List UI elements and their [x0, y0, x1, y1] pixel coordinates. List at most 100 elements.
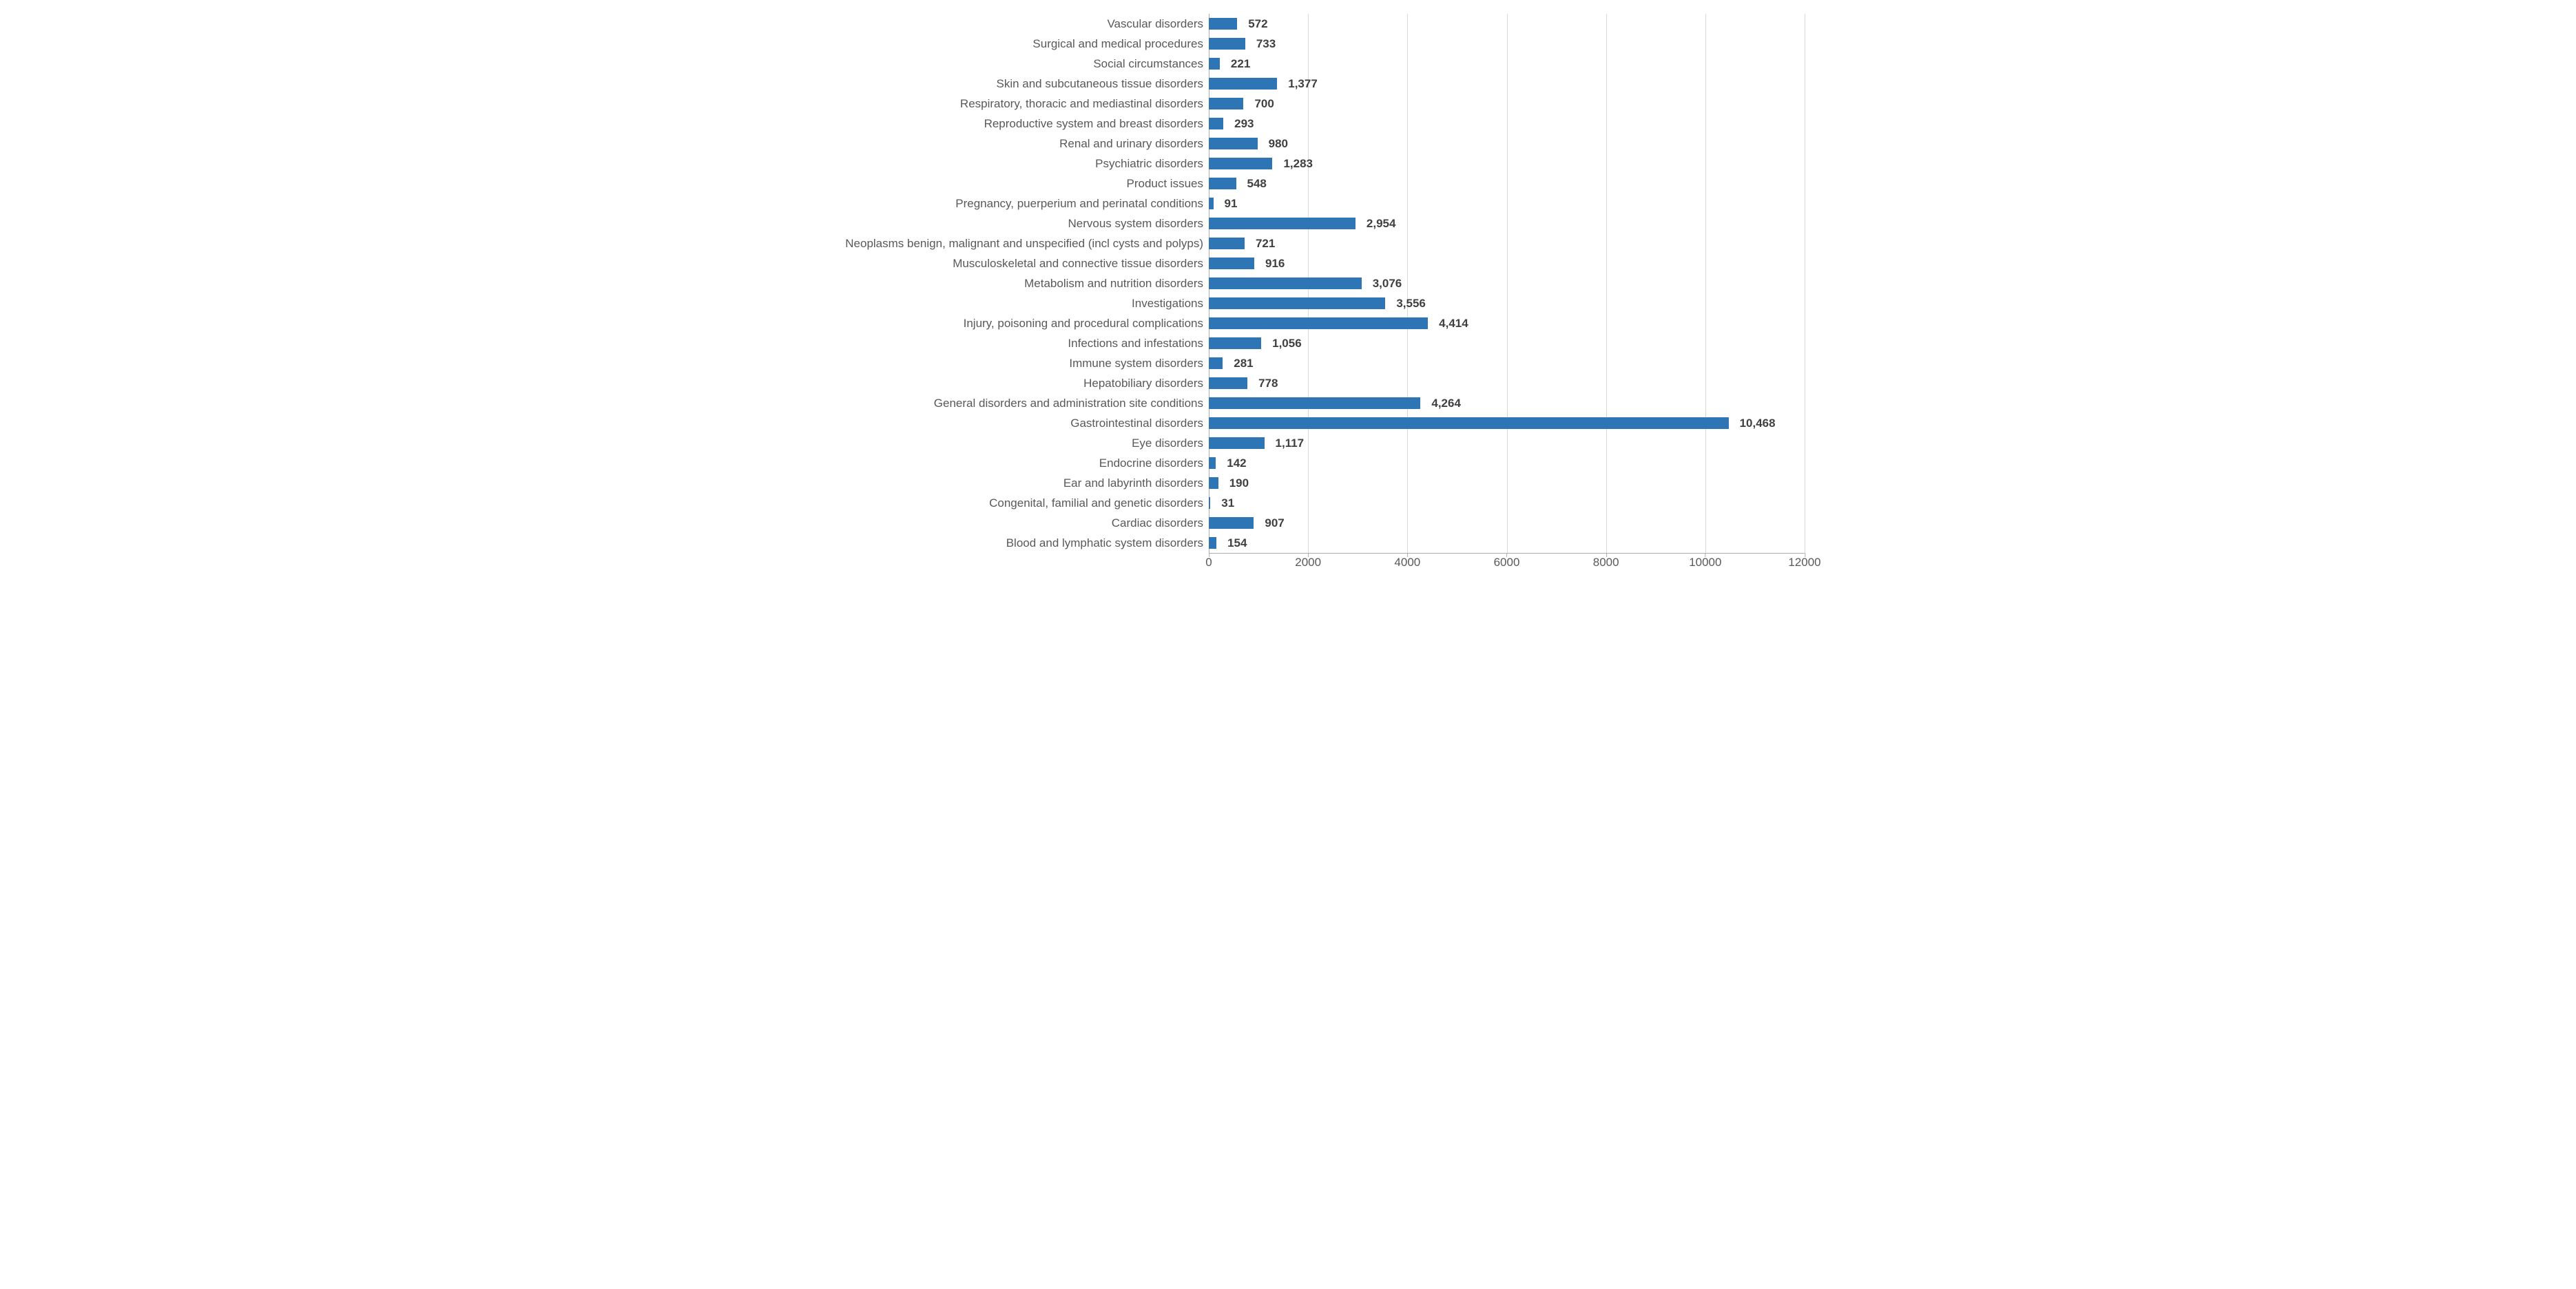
bar	[1209, 377, 1247, 389]
value-label: 3,076	[1373, 277, 1402, 291]
category-label: Congenital, familial and genetic disorde…	[771, 496, 1209, 510]
bar-row: Investigations 3,556	[771, 293, 1805, 313]
value-label: 154	[1227, 536, 1247, 550]
bar-track: 142	[1209, 453, 1805, 473]
x-tick-label: 6000	[1494, 556, 1520, 569]
value-label: 700	[1254, 97, 1274, 111]
bar-row: Product issues 548	[771, 174, 1805, 193]
x-tick-mark	[1308, 553, 1309, 557]
category-label: Gastrointestinal disorders	[771, 417, 1209, 430]
value-label: 907	[1265, 516, 1284, 530]
x-tick-mark	[1705, 553, 1706, 557]
bar-row: Congenital, familial and genetic disorde…	[771, 493, 1805, 513]
x-tick-label: 10000	[1689, 556, 1721, 569]
bar	[1209, 138, 1258, 149]
bar	[1209, 297, 1385, 309]
value-label: 3,556	[1396, 297, 1426, 311]
value-label: 980	[1269, 137, 1288, 151]
bar-track: 293	[1209, 114, 1805, 134]
bar	[1209, 317, 1428, 329]
bar-track: 733	[1209, 34, 1805, 54]
bar-track: 548	[1209, 174, 1805, 193]
bar-row: Surgical and medical procedures733	[771, 34, 1805, 54]
value-label: 4,414	[1439, 317, 1468, 331]
category-label: Hepatobiliary disorders	[771, 377, 1209, 390]
bar	[1209, 258, 1254, 269]
bar-row: Nervous system disorders 2,954	[771, 213, 1805, 233]
category-label: Metabolism and nutrition disorders	[771, 277, 1209, 291]
bar	[1209, 18, 1237, 30]
bar-row: Social circumstances221	[771, 54, 1805, 74]
value-label: 281	[1234, 357, 1253, 370]
category-label: Product issues	[771, 177, 1209, 191]
category-label: Surgical and medical procedures	[771, 37, 1209, 51]
bar-track: 281	[1209, 353, 1805, 373]
category-label: Blood and lymphatic system disorders	[771, 536, 1209, 550]
bar	[1209, 178, 1236, 189]
category-label: Renal and urinary disorders	[771, 137, 1209, 151]
value-label: 548	[1247, 177, 1267, 191]
bar-track: 721	[1209, 233, 1805, 253]
plot-area: Vascular disorders 572 Surgical and medica…	[771, 14, 1805, 553]
bar-track: 4,264	[1209, 393, 1805, 413]
value-label: 31	[1221, 496, 1234, 510]
bar-row: Skin and subcutaneous tissue disorders 1,…	[771, 74, 1805, 94]
category-label: Reproductive system and breast disorders	[771, 117, 1209, 131]
category-label: Endocrine disorders	[771, 457, 1209, 470]
bar-row: Eye disorders1,117	[771, 433, 1805, 453]
bar-track: 3,076	[1209, 273, 1805, 293]
bar	[1209, 417, 1729, 429]
hbar-chart: Vascular disorders 572 Surgical and medica…	[771, 14, 1805, 574]
bar-row: Psychiatric disorders 1,283	[771, 154, 1805, 174]
category-label: Vascular disorders	[771, 17, 1209, 31]
x-tick-label: 12000	[1788, 556, 1820, 569]
bar	[1209, 357, 1223, 369]
bar-row: Endocrine disorders142	[771, 453, 1805, 473]
category-label: Social circumstances	[771, 57, 1209, 71]
value-label: 293	[1234, 117, 1254, 131]
bar	[1209, 38, 1245, 50]
bar	[1209, 497, 1210, 509]
value-label: 1,283	[1283, 157, 1313, 171]
value-label: 10,468	[1740, 417, 1776, 430]
bar-rows: Vascular disorders 572 Surgical and medica…	[771, 14, 1805, 553]
bar	[1209, 78, 1277, 90]
category-label: Neoplasms benign, malignant and unspecif…	[771, 237, 1209, 251]
bar-row: Blood and lymphatic system disorders 154	[771, 533, 1805, 553]
value-label: 1,377	[1288, 77, 1318, 91]
bar-track: 980	[1209, 134, 1805, 154]
bar-track: 1,283	[1209, 154, 1805, 174]
value-label: 721	[1256, 237, 1275, 251]
category-label: Immune system disorders	[771, 357, 1209, 370]
bar-row: Respiratory, thoracic and mediastinal di…	[771, 94, 1805, 114]
category-label: Pregnancy, puerperium and perinatal cond…	[771, 197, 1209, 211]
bar-row: Gastrointestinal disorders 10,468	[771, 413, 1805, 433]
category-label: Investigations	[771, 297, 1209, 311]
bar	[1209, 397, 1420, 409]
category-label: Infections and infestations	[771, 337, 1209, 350]
bar	[1209, 277, 1362, 289]
category-label: General disorders and administration sit…	[771, 397, 1209, 410]
bar-track: 1,117	[1209, 433, 1805, 453]
value-label: 1,056	[1272, 337, 1302, 350]
x-tick-label: 0	[1205, 556, 1212, 569]
bar	[1209, 58, 1220, 70]
bar-track: 700	[1209, 94, 1805, 114]
bar-track: 778	[1209, 373, 1805, 393]
bar-row: Neoplasms benign, malignant and unspecif…	[771, 233, 1805, 253]
bar	[1209, 517, 1254, 529]
category-label: Nervous system disorders	[771, 217, 1209, 231]
bar-track: 572	[1209, 14, 1805, 34]
bar	[1209, 477, 1218, 489]
category-label: Psychiatric disorders	[771, 157, 1209, 171]
bar-track: 4,414	[1209, 313, 1805, 333]
value-label: 572	[1248, 17, 1267, 31]
category-label: Skin and subcutaneous tissue disorders	[771, 77, 1209, 91]
value-label: 2,954	[1367, 217, 1396, 231]
bar	[1209, 238, 1245, 249]
bar-row: Pregnancy, puerperium and perinatal cond…	[771, 193, 1805, 213]
bar-track: 91	[1209, 193, 1805, 213]
bar-track: 1,377	[1209, 74, 1805, 94]
bar-row: Cardiac disorders907	[771, 513, 1805, 533]
bar-row: Reproductive system and breast disorders…	[771, 114, 1805, 134]
